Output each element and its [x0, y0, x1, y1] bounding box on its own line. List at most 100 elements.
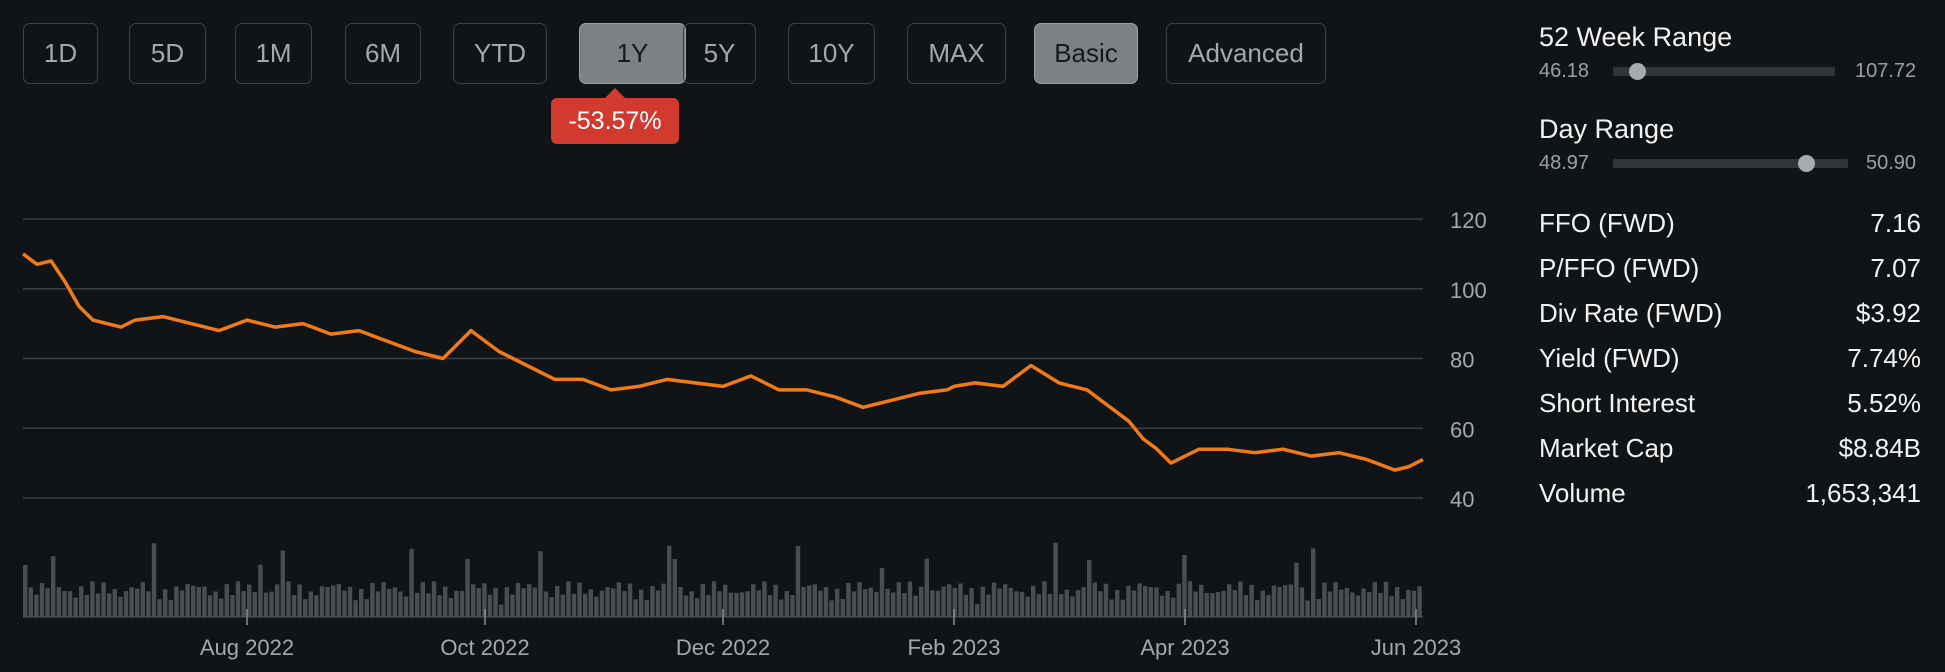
volume-bar	[527, 584, 532, 617]
volume-bar	[319, 586, 325, 617]
volume-bar	[807, 585, 812, 617]
volume-bar	[1400, 599, 1405, 617]
volume-bar	[207, 595, 213, 617]
volume-bar	[874, 592, 879, 617]
volume-bar	[723, 584, 728, 617]
volume-bar	[107, 593, 112, 617]
volume-bar	[67, 591, 73, 617]
volume-bar	[1395, 586, 1400, 617]
volume-bar	[191, 585, 196, 617]
volume-bar	[661, 583, 666, 617]
volume-bar	[1339, 589, 1344, 617]
range-5y-button[interactable]: 5Y	[683, 23, 756, 84]
volume-bar	[1221, 590, 1226, 617]
volume-bar	[79, 586, 84, 617]
volume-bar	[1176, 583, 1181, 617]
volume-bar	[493, 587, 498, 617]
volume-bar	[947, 584, 952, 617]
volume-bar	[975, 603, 980, 617]
week52-range-title: 52 Week Range	[1539, 22, 1733, 52]
volume-bar	[1115, 589, 1120, 617]
volume-bar	[745, 591, 750, 617]
volume-bar	[1299, 587, 1305, 617]
volume-bar	[286, 581, 291, 617]
volume-bar	[1059, 594, 1064, 617]
volume-bar	[835, 588, 840, 617]
volume-bar	[431, 581, 437, 617]
volume-bar	[1019, 592, 1025, 617]
volume-bar	[280, 550, 285, 617]
day-range-title: Day Range	[1539, 114, 1675, 144]
volume-bar	[1389, 596, 1394, 617]
volume-bar	[756, 590, 761, 617]
volume-bar	[969, 588, 974, 617]
range-10y-button[interactable]: 10Y	[788, 23, 875, 84]
volume-bar	[532, 587, 537, 617]
volume-bar	[487, 594, 493, 617]
volume-bar	[135, 588, 140, 617]
volume-bar	[924, 558, 929, 617]
volume-bar	[443, 586, 448, 617]
volume-bar	[1378, 592, 1383, 617]
stat-ffo-value: 7.16	[1870, 208, 1921, 238]
volume-bar	[611, 588, 616, 617]
volume-bar	[409, 548, 414, 617]
volume-bar	[779, 599, 784, 617]
volume-bar	[891, 592, 896, 617]
range-5d-button[interactable]: 5D	[129, 23, 206, 84]
volume-bar	[1227, 584, 1232, 617]
range-6m-button[interactable]: 6M	[345, 23, 421, 84]
stat-ffo-label: FFO (FWD)	[1539, 208, 1675, 238]
basic-mode-button[interactable]: Basic	[1034, 23, 1138, 84]
stat-div-rate-value: $3.92	[1855, 298, 1921, 328]
volume-bar	[1383, 581, 1389, 617]
x-tick-label: Apr 2023	[1140, 635, 1229, 660]
x-tick-label: Dec 2022	[676, 635, 770, 660]
range-1m-button[interactable]: 1M	[235, 23, 312, 84]
volume-bar	[1355, 595, 1361, 617]
x-tick-label: Oct 2022	[440, 635, 529, 660]
volume-bar	[1255, 600, 1260, 617]
volume-bar	[364, 599, 369, 617]
range-1y-button[interactable]: 1Y	[579, 23, 686, 84]
volume-bar	[672, 559, 677, 617]
volume-bar	[1081, 587, 1086, 617]
volume-bar	[1199, 584, 1204, 617]
volume-bar	[571, 593, 577, 617]
volume-bar	[235, 581, 241, 617]
range-max-button[interactable]: MAX	[907, 23, 1006, 84]
x-tick-label: Jun 2023	[1371, 635, 1462, 660]
volume-bar	[73, 597, 78, 617]
volume-bar	[689, 591, 694, 617]
volume-bar	[1283, 585, 1288, 617]
volume-bar	[1311, 548, 1316, 617]
week52-high: 107.72	[1855, 60, 1917, 82]
y-tick-label: 60	[1450, 417, 1474, 442]
volume-bar	[857, 582, 862, 617]
volume-bar	[112, 589, 117, 617]
volume-bar	[1148, 587, 1153, 617]
stat-volume-label: Volume	[1539, 478, 1626, 508]
stat-short-interest-value: 5.52%	[1847, 388, 1921, 418]
volume-bar	[1344, 587, 1349, 617]
volume-bar	[151, 543, 157, 617]
volume-bar	[1210, 593, 1215, 617]
volume-bar	[196, 587, 201, 617]
volume-bar	[913, 595, 918, 617]
volume-bar	[543, 591, 549, 617]
day-low: 48.97	[1539, 152, 1590, 174]
x-tick-label: Feb 2023	[908, 635, 1001, 660]
volume-bar	[879, 567, 885, 617]
advanced-mode-button[interactable]: Advanced	[1166, 23, 1326, 84]
volume-bar	[941, 586, 946, 617]
range-ytd-button[interactable]: YTD	[453, 23, 547, 84]
volume-bar	[1187, 581, 1193, 617]
volume-bar	[734, 592, 739, 617]
volume-bar	[1361, 588, 1366, 617]
range-1d-button[interactable]: 1D	[23, 23, 98, 84]
y-tick-label: 100	[1450, 278, 1487, 303]
volume-bar	[420, 582, 425, 617]
volume-bar	[846, 582, 851, 617]
volume-bar	[291, 594, 297, 617]
volume-bar	[482, 583, 487, 617]
